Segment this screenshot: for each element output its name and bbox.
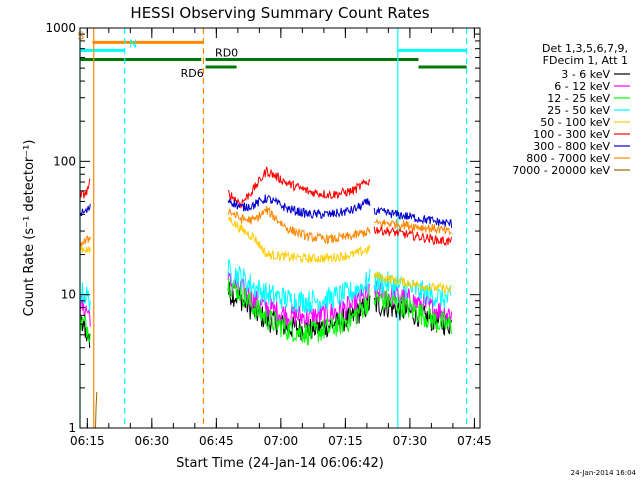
legend-entry-label: 3 - 6 keV [561, 68, 610, 81]
flag-label-s: S [77, 29, 84, 42]
series-line-3 [373, 271, 452, 309]
legend-entry-label: 7000 - 20000 keV [512, 164, 610, 177]
legend-entry-label: 12 - 25 keV [547, 92, 610, 105]
series-line-6 [373, 207, 453, 228]
series-line-4 [227, 216, 371, 264]
chart-title: HESSI Observing Summary Count Rates [130, 4, 429, 22]
series-line-8 [95, 391, 98, 429]
series-line-6 [227, 194, 371, 219]
series-line-7 [374, 217, 452, 236]
x-tick-label: 06:45 [199, 434, 234, 448]
legend-header-line: FDecim 1, Att 1 [543, 54, 628, 67]
footer-stamp: 24-Jan-2014 16:04 [571, 469, 637, 477]
flag-label-rd0: RD0 [215, 47, 238, 60]
vertical-marker-lines [79, 28, 468, 428]
x-axis-label: Start Time (24-Jan-14 06:06:42) [176, 456, 384, 471]
series-line-2 [373, 289, 453, 335]
legend-entry-label: 25 - 50 keV [547, 104, 610, 117]
series-lines [79, 166, 453, 429]
legend-entry-label: 50 - 100 keV [540, 116, 610, 129]
y-tick-label: 1000 [45, 21, 76, 35]
series-line-5 [79, 178, 91, 201]
legend-header-line: Det 1,3,5,6,7,9, [542, 42, 628, 55]
series-line-3 [227, 258, 371, 313]
x-tick-label: 07:30 [393, 434, 428, 448]
legend-entry-label: 100 - 300 keV [533, 128, 610, 141]
flag-label-n: N [129, 37, 137, 50]
y-axis-ticks: 1 10 100 1000 [45, 21, 480, 435]
series-line-7 [228, 206, 371, 245]
y-tick-label: 1 [68, 421, 76, 435]
y-tick-label: 100 [53, 154, 76, 168]
y-axis-label: Count Rate (s⁻¹ detector⁻¹) [22, 140, 37, 317]
plot-frame [79, 27, 481, 429]
x-tick-label: 07:45 [457, 434, 492, 448]
series-line-4 [373, 271, 452, 295]
series-line-3 [79, 281, 91, 312]
series-line-0 [373, 296, 453, 336]
legend-entry-label: 6 - 12 keV [554, 80, 610, 93]
x-tick-label: 07:00 [264, 434, 299, 448]
series-line-7 [79, 235, 91, 249]
series-line-5 [373, 225, 453, 247]
series-line-2 [227, 278, 371, 346]
x-axis-ticks: 06:15 06:30 06:45 07:00 07:15 07:30 07:45 [70, 28, 492, 448]
flag-label-rd6: RD6 [181, 67, 204, 80]
legend: Det 1,3,5,6,7,9,FDecim 1, Att 13 - 6 keV… [512, 42, 630, 177]
series-line-5 [227, 166, 371, 209]
y-tick-label: 10 [61, 288, 76, 302]
x-tick-label: 06:15 [70, 434, 105, 448]
x-tick-label: 07:15 [328, 434, 363, 448]
status-flag-bars: S N RD0 RD6 [77, 29, 467, 80]
x-tick-label: 06:30 [135, 434, 170, 448]
legend-entry-label: 800 - 7000 keV [526, 152, 610, 165]
legend-entry-label: 300 - 800 keV [533, 140, 610, 153]
